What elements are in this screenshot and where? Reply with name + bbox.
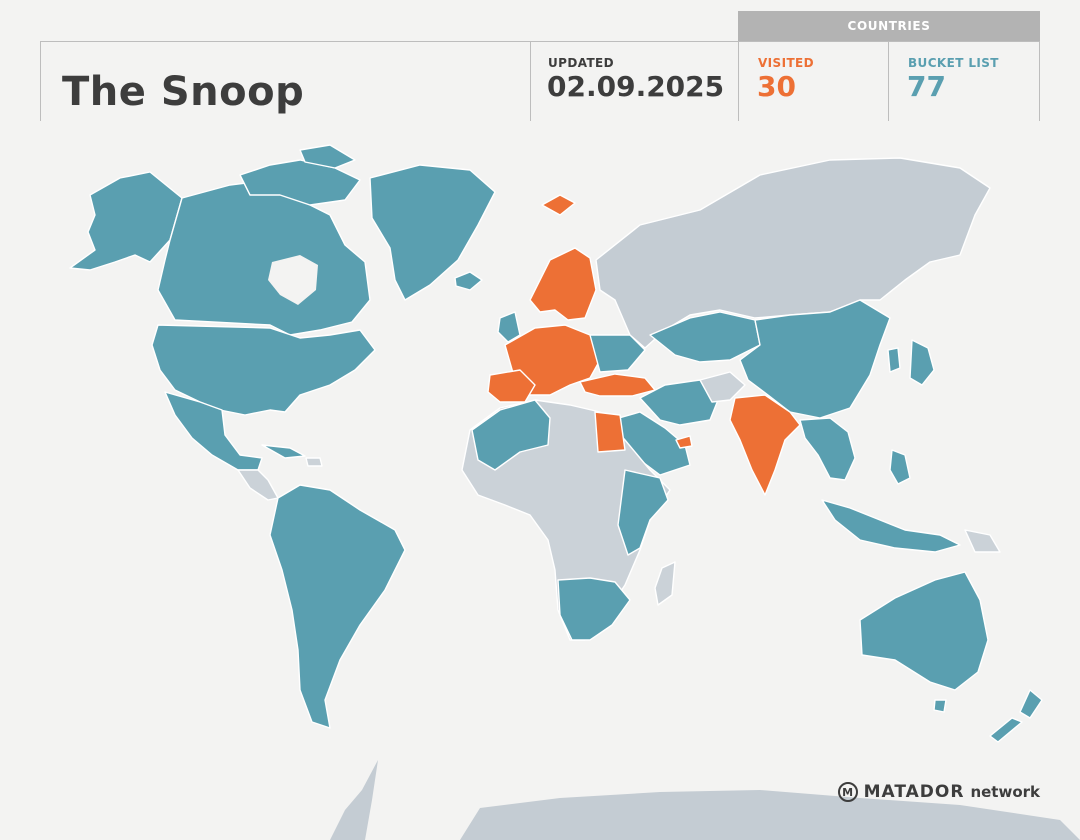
region-china — [739, 299, 891, 419]
region-scandinavia — [529, 247, 597, 321]
region-eastern-europe — [589, 334, 646, 373]
world-map — [69, 144, 1080, 840]
region-cuba — [261, 444, 306, 459]
bucket-list-count: 77 — [907, 70, 946, 103]
countries-label: COUNTRIES — [847, 19, 931, 33]
region-antarctic-peninsula — [330, 760, 378, 840]
region-new-zealand — [1019, 689, 1043, 719]
region-hispaniola — [305, 457, 323, 467]
region-korea — [887, 347, 901, 373]
updated-date: 02.09.2025 — [547, 70, 725, 103]
brand-name: MATADOR — [863, 782, 965, 802]
region-new-zealand — [989, 717, 1023, 743]
brand-logo[interactable]: M MATADOR network — [837, 782, 1040, 802]
region-east-africa — [617, 469, 669, 556]
region-alaska — [69, 171, 183, 271]
region-usa — [151, 324, 376, 416]
header-divider — [888, 41, 889, 121]
region-southeast-asia — [799, 417, 856, 481]
header-divider — [738, 41, 739, 121]
region-tasmania — [933, 699, 947, 713]
region-madagascar — [654, 561, 676, 606]
m-circle-icon: M — [837, 782, 858, 802]
region-svalbard — [541, 194, 576, 216]
region-mexico — [164, 391, 263, 471]
region-arctic-islands — [299, 144, 356, 169]
region-australia — [859, 571, 989, 691]
region-philippines — [889, 449, 911, 485]
header-divider — [530, 41, 531, 121]
region-afghanistan — [699, 371, 746, 403]
page-title: The Snoop — [62, 69, 305, 115]
region-uae — [675, 435, 693, 449]
region-antarctica — [460, 790, 1080, 840]
hudson-bay — [268, 255, 318, 305]
region-canada — [157, 179, 371, 336]
region-turkey — [579, 373, 656, 397]
region-papua — [964, 529, 1001, 553]
region-iceland — [454, 271, 483, 291]
header: The Snoop UPDATED 02.09.2025 VISITED 30 … — [40, 41, 1040, 121]
region-india — [729, 394, 801, 496]
bucket-list-label: BUCKET LIST — [908, 56, 999, 70]
region-central-america — [237, 469, 279, 501]
region-north-africa — [471, 399, 551, 471]
header-divider — [40, 41, 41, 121]
region-greenland — [369, 164, 496, 301]
region-japan — [909, 339, 935, 386]
updated-label: UPDATED — [548, 56, 614, 70]
region-middle-east — [639, 379, 721, 426]
header-top-rule — [40, 41, 1040, 42]
brand-suffix: network — [970, 783, 1040, 801]
region-russia — [595, 157, 991, 349]
countries-header-bar: COUNTRIES — [738, 11, 1040, 42]
region-south-america — [269, 484, 406, 729]
region-arctic-islands — [239, 159, 361, 206]
visited-count: 30 — [757, 70, 796, 103]
region-uk — [497, 311, 521, 343]
region-egypt — [594, 411, 626, 453]
visited-label: VISITED — [758, 56, 815, 70]
region-southern-africa — [557, 577, 631, 641]
header-divider — [1039, 41, 1040, 121]
region-indonesia — [821, 499, 961, 553]
